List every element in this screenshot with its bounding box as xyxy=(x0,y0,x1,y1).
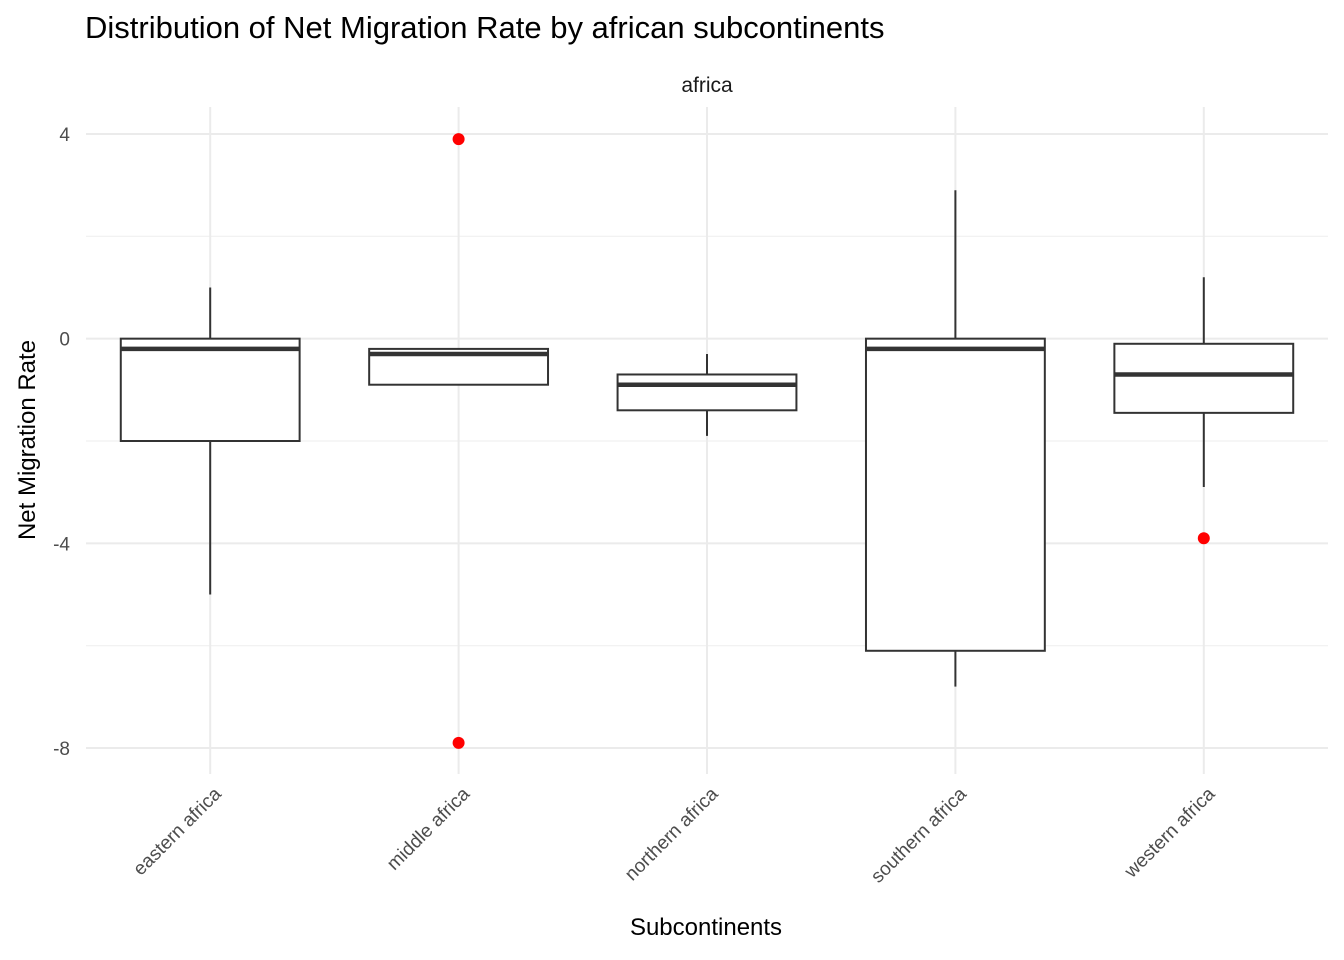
grid-lines xyxy=(86,107,1328,774)
y-tick-label: 0 xyxy=(59,330,70,351)
x-axis-title: Subcontinents xyxy=(629,914,783,941)
box-southern-africa xyxy=(864,190,1046,687)
box-western-africa xyxy=(1113,277,1295,545)
x-tick-label: northern africa xyxy=(621,783,723,885)
box-eastern-africa xyxy=(119,287,301,595)
x-tick-label: middle africa xyxy=(383,783,474,874)
outlier-point xyxy=(452,133,465,146)
x-axis-ticks: eastern africa middle africa northern afri… xyxy=(129,783,1219,887)
x-tick-label: southern africa xyxy=(867,783,971,887)
chart-title: Distribution of Net Migration Rate by af… xyxy=(85,10,885,45)
y-tick-label: -8 xyxy=(53,739,70,760)
x-tick-label: eastern africa xyxy=(129,783,226,880)
outlier-point xyxy=(452,736,465,749)
y-tick-label: 4 xyxy=(59,125,70,146)
y-axis-ticks: 4 0 -4 -8 xyxy=(53,125,70,760)
box-iqr xyxy=(1113,342,1295,414)
facet-label: africa xyxy=(681,74,733,97)
box-northern-africa xyxy=(616,354,798,436)
box-iqr xyxy=(616,373,798,412)
box-middle-africa xyxy=(368,133,550,749)
outlier-point xyxy=(1197,532,1210,545)
box-iqr xyxy=(864,337,1046,652)
x-tick-label: western africa xyxy=(1120,783,1219,882)
y-tick-label: -4 xyxy=(53,534,70,555)
box-iqr xyxy=(119,337,301,442)
box-marks xyxy=(119,133,1295,749)
